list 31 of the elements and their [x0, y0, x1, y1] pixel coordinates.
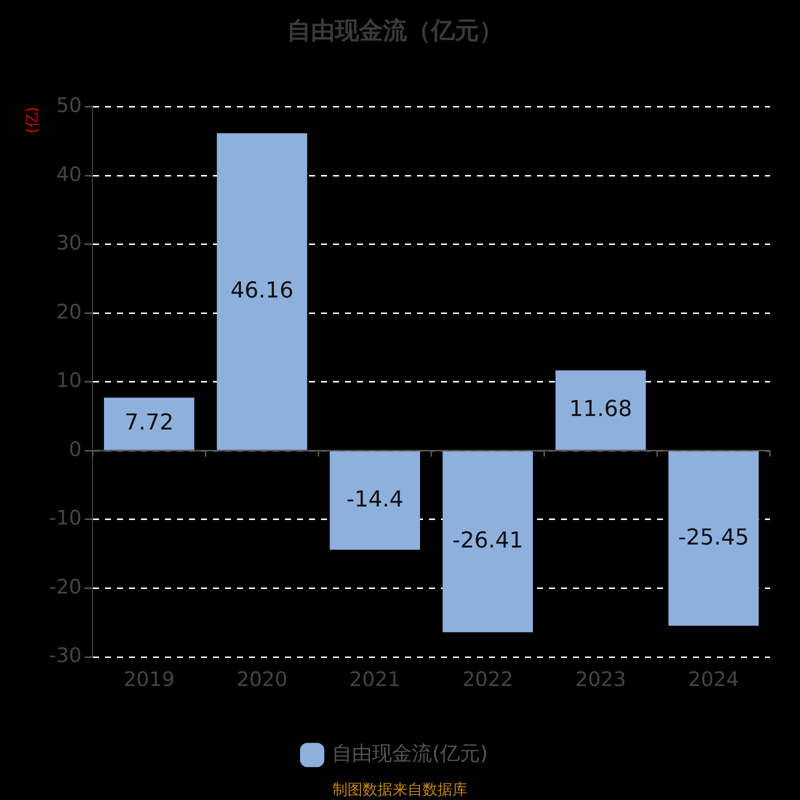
y-tick-label: 30 — [56, 230, 82, 255]
chart-title: 自由现金流（亿元） — [287, 16, 503, 45]
y-tick-label: 0 — [68, 436, 82, 461]
bar — [104, 398, 194, 450]
x-tick-label: 2020 — [236, 667, 288, 692]
data-label: -25.45 — [678, 525, 750, 550]
y-axis-title: (亿) — [22, 106, 41, 134]
x-tick-label: 2022 — [462, 667, 514, 692]
data-label: 7.72 — [124, 410, 174, 436]
y-tick-label: -20 — [48, 574, 82, 598]
bar — [556, 370, 646, 450]
x-tick-label: 2021 — [349, 667, 400, 692]
y-tick-label: 40 — [56, 162, 82, 186]
x-tick-label: 2019 — [124, 667, 175, 692]
legend-label: 自由现金流(亿元) — [332, 741, 488, 766]
bar — [668, 451, 759, 626]
y-tick-label: -10 — [48, 506, 82, 530]
data-label: -14.4 — [346, 487, 404, 512]
bar — [330, 451, 420, 550]
y-tick-label: 10 — [56, 368, 82, 392]
bar — [216, 133, 308, 450]
y-tick-label: 20 — [56, 299, 82, 324]
bar — [442, 451, 533, 632]
data-label: 11.68 — [569, 396, 632, 422]
y-tick-label: 50 — [56, 93, 82, 118]
data-label: 46.16 — [230, 278, 294, 304]
x-tick-label: 2024 — [688, 667, 740, 692]
x-tick-label: 2023 — [575, 667, 626, 692]
y-tick-label: -30 — [48, 643, 82, 668]
text: 制图数据来自数据库 — [332, 780, 468, 798]
data-label: -26.41 — [452, 528, 524, 554]
